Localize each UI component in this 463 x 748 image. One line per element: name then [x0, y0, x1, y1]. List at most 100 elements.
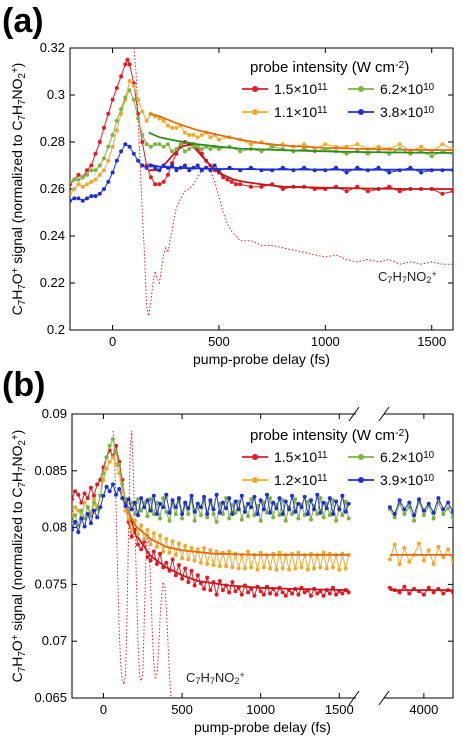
- data-point-orange: [293, 566, 298, 571]
- data-point-blue: [95, 515, 100, 520]
- data-point-blue: [117, 487, 122, 491]
- data-point-orange: [208, 548, 213, 553]
- fit-curve-red: [124, 498, 349, 591]
- series-line-orange: [70, 79, 453, 195]
- data-point-orange: [161, 549, 166, 554]
- data-point-green: [89, 168, 94, 173]
- data-point-green: [139, 508, 144, 513]
- data-point-blue: [343, 509, 348, 514]
- legend-entry-blue: 3.9×1010: [380, 472, 435, 488]
- data-point-red: [76, 172, 81, 177]
- data-point-orange: [446, 547, 451, 552]
- data-point-green: [208, 147, 213, 151]
- data-point-red: [170, 557, 175, 562]
- x-axis-label: pump-probe delay (fs): [194, 719, 331, 735]
- data-point-green: [173, 512, 178, 516]
- data-point-orange: [236, 566, 241, 571]
- x-tick-label: 1000: [311, 334, 340, 349]
- data-point-orange: [70, 191, 72, 196]
- data-point-green: [140, 133, 145, 137]
- data-point-green: [429, 154, 434, 159]
- data-point-green: [268, 496, 273, 501]
- data-point-orange: [318, 565, 323, 570]
- data-point-blue: [72, 196, 77, 201]
- data-point-blue: [321, 500, 326, 505]
- data-point-orange: [136, 97, 141, 102]
- data-point-blue: [277, 496, 282, 501]
- data-point-orange: [321, 550, 326, 555]
- data-point-green: [132, 512, 137, 516]
- data-point-blue: [198, 505, 203, 510]
- data-point-blue: [104, 484, 109, 489]
- data-point-red: [127, 62, 132, 67]
- data-point-orange: [305, 567, 310, 572]
- data-point-blue: [144, 165, 149, 170]
- data-point-green: [102, 156, 106, 161]
- data-point-blue: [132, 500, 137, 505]
- fit-curve-orange: [148, 112, 453, 152]
- data-point-blue: [220, 500, 225, 505]
- data-point-green: [148, 497, 153, 502]
- data-point-green: [195, 144, 200, 149]
- axis-break-bottom: [356, 696, 384, 700]
- data-point-green: [180, 516, 185, 521]
- data-point-green: [323, 147, 328, 151]
- y-tick-label: 0.22: [40, 275, 65, 290]
- data-point-red: [239, 592, 244, 597]
- data-point-orange: [176, 541, 181, 546]
- data-point-blue: [161, 505, 166, 510]
- data-point-orange: [208, 135, 213, 140]
- data-point-red: [268, 591, 273, 596]
- data-point-red: [119, 74, 124, 79]
- data-point-orange: [199, 133, 204, 137]
- data-point-green: [101, 471, 106, 476]
- data-point-red: [331, 585, 335, 590]
- data-point-red: [441, 591, 446, 596]
- data-point-green: [205, 515, 210, 520]
- data-point-orange: [280, 566, 285, 571]
- data-point-green: [211, 512, 216, 516]
- data-point-blue: [174, 168, 179, 173]
- x-tick-label: 1000: [246, 702, 275, 717]
- data-point-red: [73, 489, 78, 494]
- data-point-orange: [154, 544, 159, 549]
- parent-ion-label: C7H7NO2+: [378, 269, 437, 285]
- data-point-orange: [114, 462, 118, 466]
- legend: probe intensity (W cm-2) 1.5×1011 6.2×1010…: [242, 59, 435, 120]
- data-point-orange: [312, 566, 317, 571]
- data-point-red: [189, 568, 194, 573]
- data-point-red: [407, 591, 412, 596]
- data-point-green: [252, 513, 257, 518]
- data-point-green: [85, 505, 90, 510]
- data-point-blue: [72, 527, 74, 532]
- data-point-blue: [246, 501, 251, 506]
- data-point-red: [451, 189, 453, 194]
- data-point-blue: [397, 498, 402, 503]
- data-point-green: [174, 147, 179, 151]
- data-point-blue: [436, 496, 441, 501]
- data-point-orange: [92, 497, 96, 502]
- data-point-red: [88, 485, 93, 490]
- data-point-green: [259, 149, 264, 154]
- axis-break-top: [356, 412, 384, 416]
- data-point-green: [441, 512, 446, 516]
- data-point-green: [265, 510, 269, 515]
- data-point-blue: [79, 516, 84, 521]
- data-point-blue: [268, 510, 273, 515]
- data-point-blue: [123, 504, 128, 508]
- data-point-green: [97, 163, 102, 168]
- data-point-red: [148, 175, 153, 180]
- fit-curve-red: [148, 143, 453, 190]
- data-point-orange: [131, 83, 136, 88]
- data-point-red: [225, 177, 230, 182]
- data-point-green: [136, 497, 140, 502]
- data-point-blue: [236, 507, 241, 512]
- data-point-red: [97, 140, 102, 144]
- data-point-green: [392, 515, 397, 520]
- data-point-green: [153, 142, 158, 147]
- data-point-blue: [85, 196, 89, 201]
- data-point-orange: [217, 564, 222, 569]
- data-point-blue: [274, 506, 279, 511]
- data-point-blue: [173, 505, 178, 510]
- data-point-blue: [431, 510, 436, 515]
